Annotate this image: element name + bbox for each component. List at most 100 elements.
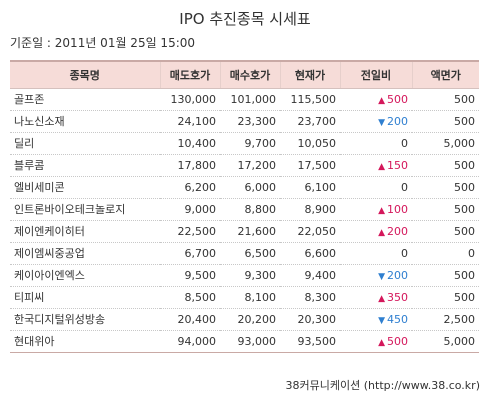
- stock-name-cell: 골프존: [10, 88, 160, 111]
- column-header-bid: 매수호가: [220, 60, 281, 89]
- current-price-cell: 20,300: [280, 308, 340, 331]
- column-header-par: 액면가: [412, 60, 479, 89]
- stock-name-cell: 인트론바이오테크놀로지: [10, 198, 160, 221]
- table-row: 한국디지털위성방송 20,400 20,200 20,300 ▼ 450 2,500: [10, 308, 479, 331]
- change-amount: 500: [387, 92, 408, 106]
- change-amount: 350: [387, 290, 408, 304]
- up-triangle-icon: ▲: [378, 205, 385, 216]
- table-row: 제이엠씨중공업 6,700 6,500 6,600 0 0: [10, 242, 479, 265]
- base-date: 기준일 : 2011년 01월 25일 15:00: [10, 36, 196, 50]
- bid-price-cell: 20,200: [220, 308, 280, 331]
- table-body: 골프존 130,000 101,000 115,500 ▲ 500 500 나노신소재 24,1…: [10, 88, 479, 353]
- column-header-ask: 매도호가: [160, 60, 221, 89]
- change-cell: ▲ 350: [340, 286, 412, 309]
- column-header-name: 종목명: [10, 60, 161, 89]
- ask-price-cell: 22,500: [160, 220, 220, 243]
- stock-name-cell: 제이엔케이히터: [10, 220, 160, 243]
- current-price-cell: 10,050: [280, 132, 340, 155]
- change-value: ▲ 500: [378, 335, 408, 348]
- change-value: ▲ 200: [378, 225, 408, 238]
- stock-name-cell: 현대위아: [10, 330, 160, 353]
- change-cell: ▲ 200: [340, 220, 412, 243]
- column-header-change: 전일비: [340, 60, 413, 89]
- bid-price-cell: 6,000: [220, 176, 280, 199]
- par-value-cell: 2,500: [412, 308, 479, 331]
- current-price-cell: 93,500: [280, 330, 340, 353]
- current-price-cell: 8,900: [280, 198, 340, 221]
- par-value-cell: 5,000: [412, 132, 479, 155]
- current-price-cell: 6,100: [280, 176, 340, 199]
- change-cell: ▼ 450: [340, 308, 412, 331]
- current-price-cell: 115,500: [280, 88, 340, 111]
- ask-price-cell: 6,200: [160, 176, 220, 199]
- change-amount: 200: [387, 268, 408, 282]
- change-cell: 0: [340, 242, 412, 265]
- down-triangle-icon: ▼: [378, 315, 385, 326]
- change-amount: 450: [387, 312, 408, 326]
- change-value: ▼ 450: [378, 313, 408, 326]
- change-value: ▲ 100: [378, 203, 408, 216]
- ask-price-cell: 6,700: [160, 242, 220, 265]
- table-row: 나노신소재 24,100 23,300 23,700 ▼ 200 500: [10, 110, 479, 133]
- ask-price-cell: 20,400: [160, 308, 220, 331]
- ipo-price-table: 종목명 매도호가 매수호가 현재가 전일비 액면가 골프존 130,000 101,…: [10, 60, 479, 353]
- par-value-cell: 500: [412, 198, 479, 221]
- ask-price-cell: 130,000: [160, 88, 220, 111]
- table-row: 딜리 10,400 9,700 10,050 0 5,000: [10, 132, 479, 155]
- change-amount: 200: [387, 114, 408, 128]
- table-row: 블루콤 17,800 17,200 17,500 ▲ 150 500: [10, 154, 479, 177]
- ask-price-cell: 24,100: [160, 110, 220, 133]
- change-value: ▼ 200: [378, 115, 408, 128]
- change-cell: 0: [340, 176, 412, 199]
- bid-price-cell: 6,500: [220, 242, 280, 265]
- ask-price-cell: 8,500: [160, 286, 220, 309]
- bid-price-cell: 9,700: [220, 132, 280, 155]
- change-cell: ▲ 500: [340, 330, 412, 353]
- par-value-cell: 500: [412, 264, 479, 287]
- change-value: ▲ 500: [378, 93, 408, 106]
- par-value-cell: 5,000: [412, 330, 479, 353]
- par-value-cell: 500: [412, 176, 479, 199]
- up-triangle-icon: ▲: [378, 95, 385, 106]
- change-value: ▼ 200: [378, 269, 408, 282]
- table-header-row: 종목명 매도호가 매수호가 현재가 전일비 액면가: [10, 60, 479, 89]
- change-cell: ▲ 150: [340, 154, 412, 177]
- ask-price-cell: 10,400: [160, 132, 220, 155]
- current-price-cell: 23,700: [280, 110, 340, 133]
- bid-price-cell: 9,300: [220, 264, 280, 287]
- bid-price-cell: 8,100: [220, 286, 280, 309]
- stock-name-cell: 케이아이엔엑스: [10, 264, 160, 287]
- par-value-cell: 500: [412, 110, 479, 133]
- stock-name-cell: 나노신소재: [10, 110, 160, 133]
- current-price-cell: 17,500: [280, 154, 340, 177]
- bid-price-cell: 101,000: [220, 88, 280, 111]
- up-triangle-icon: ▲: [378, 227, 385, 238]
- ask-price-cell: 9,500: [160, 264, 220, 287]
- change-value: ▲ 150: [378, 159, 408, 172]
- ask-price-cell: 94,000: [160, 330, 220, 353]
- change-value: ▲ 350: [378, 291, 408, 304]
- bid-price-cell: 21,600: [220, 220, 280, 243]
- par-value-cell: 500: [412, 154, 479, 177]
- table-row: 케이아이엔엑스 9,500 9,300 9,400 ▼ 200 500: [10, 264, 479, 287]
- current-price-cell: 22,050: [280, 220, 340, 243]
- change-cell: ▼ 200: [340, 110, 412, 133]
- change-value: 0: [399, 137, 408, 150]
- current-price-cell: 9,400: [280, 264, 340, 287]
- source-credit: 38커뮤니케이션 (http://www.38.co.kr): [285, 379, 480, 392]
- stock-name-cell: 엘비세미콘: [10, 176, 160, 199]
- table-row: 티피씨 8,500 8,100 8,300 ▲ 350 500: [10, 286, 479, 309]
- table-row: 현대위아 94,000 93,000 93,500 ▲ 500 5,000: [10, 330, 479, 353]
- par-value-cell: 500: [412, 88, 479, 111]
- down-triangle-icon: ▼: [378, 271, 385, 282]
- par-value-cell: 0: [412, 242, 479, 265]
- stock-name-cell: 딜리: [10, 132, 160, 155]
- stock-name-cell: 블루콤: [10, 154, 160, 177]
- table-row: 인트론바이오테크놀로지 9,000 8,800 8,900 ▲ 100 500: [10, 198, 479, 221]
- bid-price-cell: 23,300: [220, 110, 280, 133]
- change-amount: 0: [401, 136, 408, 150]
- stock-name-cell: 티피씨: [10, 286, 160, 309]
- change-amount: 0: [401, 246, 408, 260]
- change-amount: 0: [401, 180, 408, 194]
- change-value: 0: [399, 181, 408, 194]
